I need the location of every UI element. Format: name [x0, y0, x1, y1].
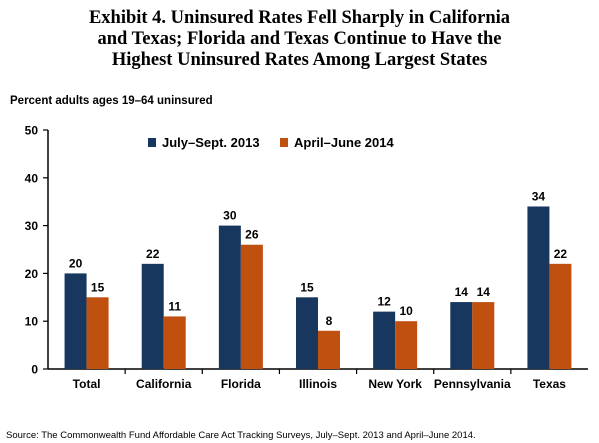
bar-jul-sep-2013 — [141, 263, 164, 369]
bar-apr-jun-2014 — [318, 330, 340, 369]
x-tick-label: Illinois — [299, 377, 337, 391]
data-label: 10 — [399, 304, 413, 318]
data-label: 22 — [554, 247, 568, 261]
title-line-2: and Texas; Florida and Texas Continue to… — [97, 29, 502, 49]
y-tick-label: 30 — [25, 219, 39, 233]
legend-label: July–Sept. 2013 — [162, 135, 260, 150]
data-label: 22 — [146, 247, 160, 261]
y-axis-label: Percent adults ages 19–64 uninsured — [10, 95, 213, 107]
x-tick-label: California — [136, 377, 192, 391]
bar-jul-sep-2013 — [218, 225, 241, 369]
y-tick-label: 20 — [25, 267, 39, 281]
y-tick-label: 40 — [25, 171, 39, 185]
x-tick-label: Florida — [221, 377, 261, 391]
data-label: 14 — [455, 285, 469, 299]
data-label: 11 — [168, 299, 181, 313]
x-tick-label: Texas — [533, 377, 566, 391]
title-line-3: Highest Uninsured Rates Among Largest St… — [111, 50, 488, 70]
data-label: 14 — [477, 285, 491, 299]
x-tick-label: Pennsylvania — [434, 377, 511, 391]
bar-apr-jun-2014 — [163, 316, 186, 369]
y-tick-label: 50 — [25, 124, 39, 138]
legend-swatch — [280, 138, 288, 147]
data-label: 30 — [223, 209, 237, 223]
bar-apr-jun-2014 — [240, 244, 263, 369]
bar-jul-sep-2013 — [450, 302, 473, 369]
y-tick-label: 10 — [25, 315, 39, 329]
data-label: 15 — [300, 280, 314, 294]
data-label: 20 — [69, 256, 83, 270]
bar-apr-jun-2014 — [549, 263, 572, 369]
y-tick-label: 0 — [31, 363, 38, 377]
data-label: 26 — [245, 228, 259, 242]
bar-apr-jun-2014 — [86, 297, 109, 369]
legend-swatch — [148, 138, 156, 147]
data-label: 8 — [326, 314, 333, 328]
bar-apr-jun-2014 — [395, 321, 418, 369]
chart-title: Exhibit 4. Uninsured Rates Fell Sharply … — [0, 8, 599, 71]
x-tick-label: Total — [73, 377, 101, 391]
bar-jul-sep-2013 — [527, 206, 550, 369]
bar-jul-sep-2013 — [296, 297, 318, 369]
legend-label: April–June 2014 — [294, 135, 394, 150]
source-note: Source: The Commonwealth Fund Affordable… — [6, 430, 476, 441]
data-label: 12 — [377, 295, 391, 309]
title-line-1: Exhibit 4. Uninsured Rates Fell Sharply … — [88, 8, 511, 28]
data-label: 15 — [91, 280, 105, 294]
data-label: 34 — [532, 189, 546, 203]
x-tick-label: New York — [368, 377, 422, 391]
bar-jul-sep-2013 — [64, 273, 87, 369]
bar-apr-jun-2014 — [472, 302, 495, 369]
bar-jul-sep-2013 — [373, 311, 396, 369]
